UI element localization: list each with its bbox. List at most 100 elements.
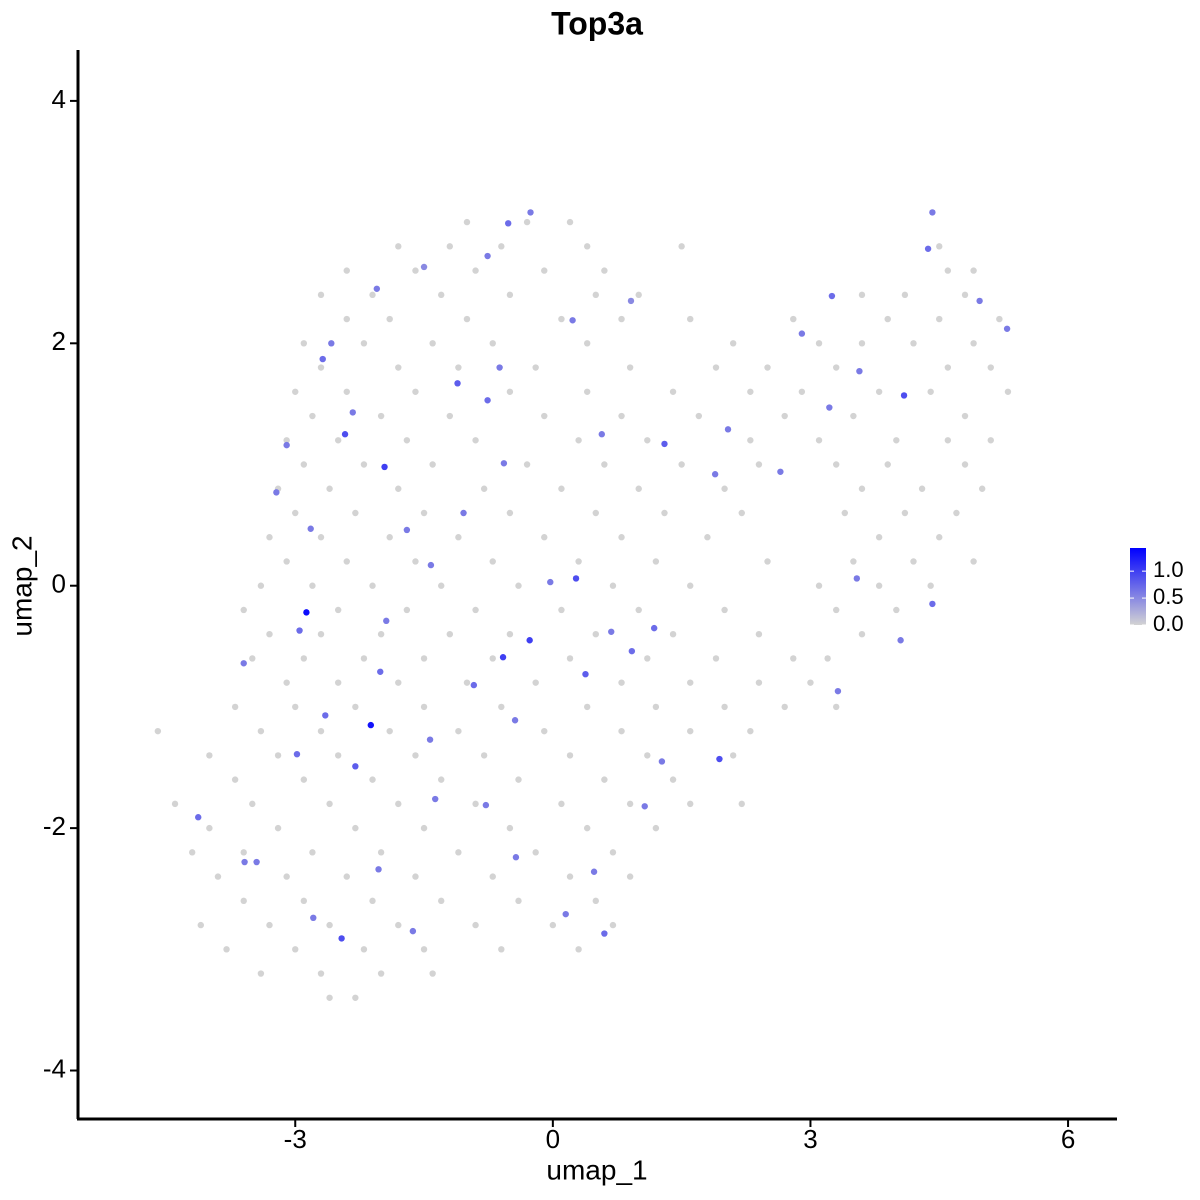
point bbox=[541, 267, 548, 274]
point bbox=[214, 873, 222, 880]
point bbox=[489, 340, 496, 347]
point bbox=[383, 617, 390, 625]
point bbox=[257, 970, 265, 977]
point bbox=[511, 717, 519, 724]
point bbox=[296, 627, 303, 634]
point bbox=[970, 267, 977, 274]
points bbox=[154, 209, 1012, 1001]
point bbox=[240, 897, 247, 905]
point bbox=[195, 814, 202, 821]
point bbox=[755, 461, 763, 468]
point bbox=[526, 637, 533, 644]
point bbox=[532, 679, 539, 686]
point bbox=[231, 776, 239, 783]
point bbox=[687, 582, 694, 589]
point bbox=[377, 412, 385, 420]
point bbox=[395, 485, 402, 492]
point bbox=[901, 509, 909, 517]
point bbox=[644, 752, 651, 759]
point bbox=[929, 209, 936, 216]
point bbox=[944, 437, 952, 444]
point bbox=[489, 558, 496, 565]
y-tick-label: 0 bbox=[52, 569, 66, 599]
point bbox=[738, 509, 745, 517]
chart-title: Top3a bbox=[551, 5, 643, 41]
point bbox=[558, 800, 565, 808]
point bbox=[944, 364, 952, 371]
point bbox=[558, 606, 565, 614]
point bbox=[747, 727, 754, 735]
point bbox=[669, 630, 677, 638]
point bbox=[500, 460, 508, 467]
point bbox=[558, 485, 565, 492]
point bbox=[628, 647, 636, 655]
point bbox=[472, 921, 479, 929]
point bbox=[429, 970, 436, 977]
point bbox=[592, 897, 599, 905]
point bbox=[498, 946, 505, 953]
point bbox=[206, 752, 213, 759]
point bbox=[583, 340, 591, 347]
point bbox=[582, 670, 589, 678]
point bbox=[918, 485, 926, 492]
point bbox=[721, 485, 728, 492]
x-tick-label: -3 bbox=[284, 1124, 307, 1154]
point bbox=[463, 315, 471, 323]
point bbox=[826, 404, 833, 411]
point bbox=[936, 534, 943, 541]
point bbox=[747, 388, 754, 395]
point bbox=[343, 873, 350, 880]
point bbox=[893, 437, 900, 444]
legend-label: 0.5 bbox=[1153, 584, 1184, 609]
y-tick-label: 4 bbox=[52, 84, 66, 114]
point bbox=[626, 873, 634, 880]
point bbox=[592, 509, 599, 517]
point bbox=[412, 267, 419, 274]
point bbox=[590, 868, 598, 875]
point bbox=[498, 243, 505, 250]
point bbox=[504, 220, 512, 227]
point bbox=[583, 703, 591, 711]
point bbox=[853, 575, 861, 582]
point bbox=[875, 534, 883, 541]
point bbox=[334, 752, 342, 759]
point bbox=[395, 800, 402, 808]
point bbox=[412, 873, 419, 880]
point bbox=[253, 858, 260, 866]
point bbox=[512, 854, 520, 861]
point bbox=[627, 297, 635, 305]
point bbox=[409, 927, 417, 935]
point bbox=[326, 994, 333, 1001]
point bbox=[583, 388, 591, 395]
x-tick-label: 6 bbox=[1061, 1124, 1075, 1154]
point bbox=[338, 935, 345, 942]
point bbox=[309, 582, 316, 589]
point bbox=[328, 340, 335, 347]
point bbox=[317, 534, 325, 541]
point bbox=[850, 412, 857, 420]
point bbox=[303, 609, 310, 616]
point bbox=[884, 461, 891, 468]
point bbox=[309, 849, 316, 856]
point bbox=[601, 776, 608, 783]
point bbox=[386, 315, 393, 323]
point bbox=[884, 315, 891, 323]
point bbox=[446, 412, 454, 420]
point bbox=[858, 291, 866, 299]
point bbox=[171, 800, 179, 808]
point bbox=[777, 468, 784, 475]
point bbox=[322, 712, 329, 719]
point bbox=[472, 606, 479, 614]
point bbox=[609, 582, 617, 589]
point bbox=[781, 412, 788, 420]
point bbox=[601, 461, 608, 468]
point bbox=[438, 291, 445, 299]
point bbox=[432, 795, 439, 803]
point bbox=[716, 755, 723, 763]
point bbox=[499, 654, 507, 661]
point bbox=[858, 340, 866, 347]
point bbox=[472, 800, 479, 808]
point bbox=[924, 245, 932, 252]
point bbox=[807, 679, 814, 686]
point bbox=[317, 630, 325, 638]
